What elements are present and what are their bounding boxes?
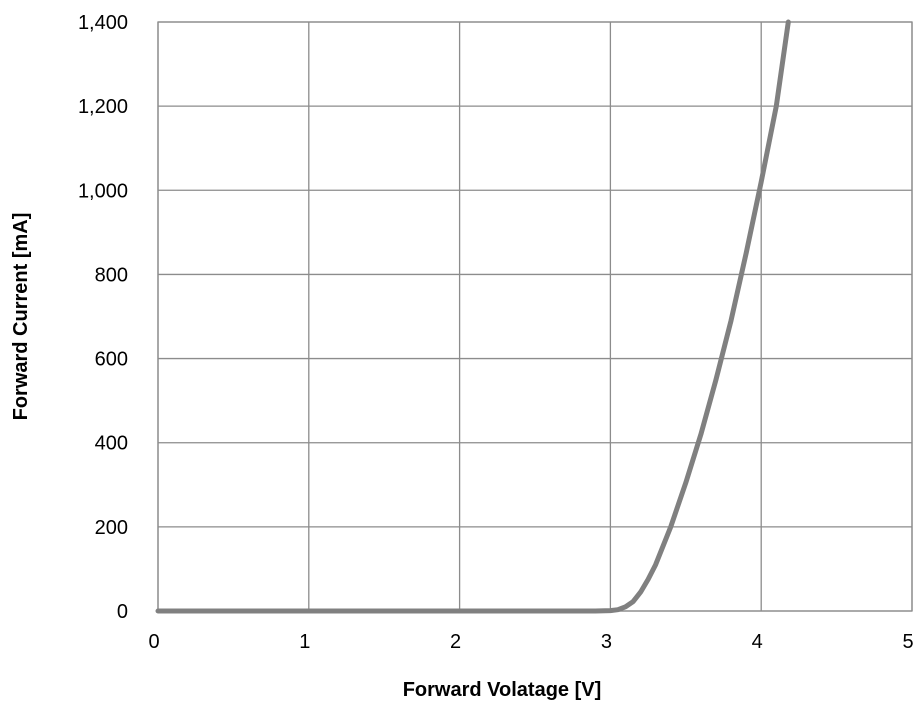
x-tick-label: 2	[450, 631, 461, 653]
x-tick-label: 4	[752, 631, 763, 653]
y-tick-label: 600	[95, 349, 128, 371]
y-tick-label: 1,000	[78, 180, 128, 202]
y-tick-label: 1,400	[78, 12, 128, 34]
y-tick-label: 400	[95, 433, 128, 455]
x-tick-label: 0	[148, 631, 159, 653]
x-axis-tick-labels: 0 1 2 3 4 5	[148, 631, 913, 653]
y-tick-label: 0	[117, 601, 128, 623]
x-tick-label: 3	[601, 631, 612, 653]
y-axis-title: Forward Current [mA]	[10, 213, 32, 421]
x-axis-title: Forward Volatage [V]	[403, 679, 602, 701]
plot-area-border	[157, 21, 913, 612]
y-tick-label: 200	[95, 517, 128, 539]
grid-lines	[157, 21, 913, 612]
y-tick-label: 800	[95, 264, 128, 286]
x-tick-label: 1	[299, 631, 310, 653]
series-line-1	[155, 19, 791, 614]
x-tick-label: 5	[902, 631, 913, 653]
series-group	[155, 19, 791, 614]
y-axis-tick-labels: 0 200 400 600 800 1,000 1,200 1,400	[78, 12, 128, 623]
y-tick-label: 1,200	[78, 96, 128, 118]
